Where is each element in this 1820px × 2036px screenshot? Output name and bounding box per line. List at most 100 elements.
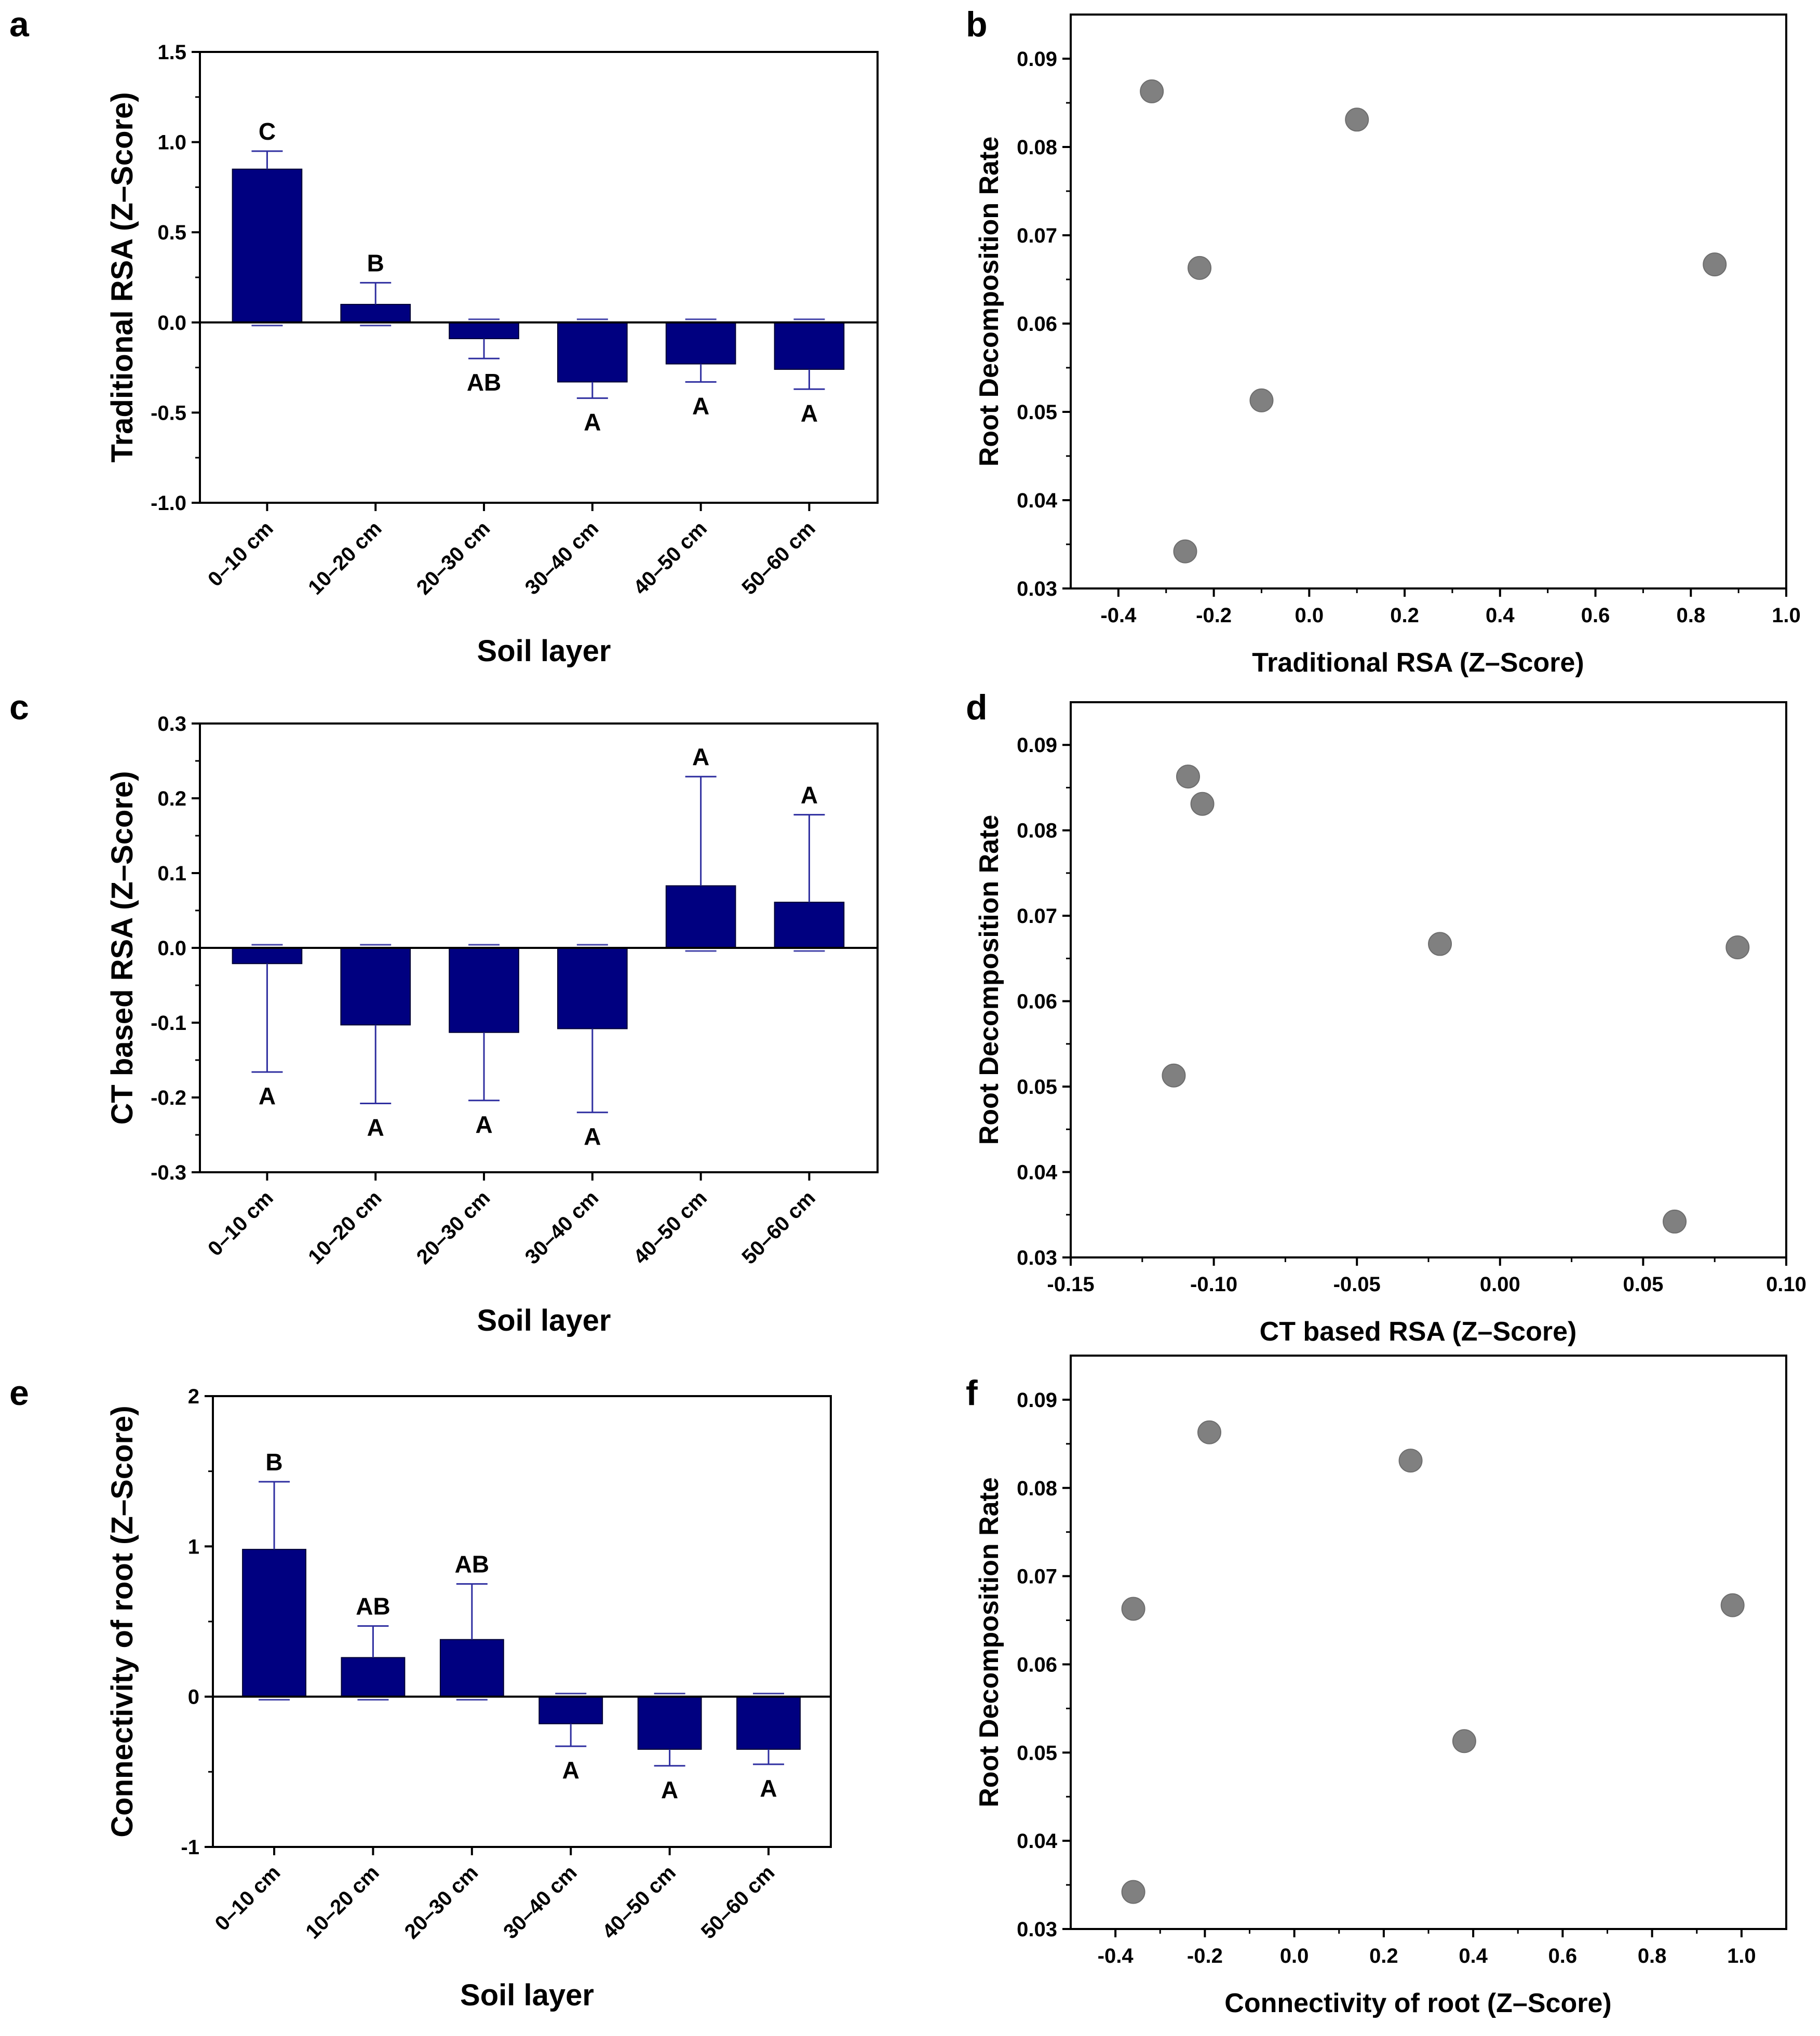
panel-f: f 0.03 0.04 0.05 0.06 0.07 0.08 0.09 -0.4 -0.2 0.… xyxy=(966,1355,1787,2018)
y-tick-label-e: 0 xyxy=(188,1686,199,1709)
y-tick-label-f: 0.08 xyxy=(1017,1477,1057,1500)
bar-c-2 xyxy=(340,947,411,1026)
y-tick-label-f: 0.06 xyxy=(1017,1653,1057,1676)
data-point-d-4 xyxy=(1725,935,1750,960)
y-axis-title-f: Root Decomposition Rate xyxy=(974,1477,1004,1807)
plot-frame-d xyxy=(1070,701,1787,1258)
x-tick-label-a-5: 40–50 cm xyxy=(629,517,712,599)
x-tick-label-d: 0.05 xyxy=(1623,1273,1663,1296)
panel-letter-e: e xyxy=(9,1373,29,1413)
data-point-d-3 xyxy=(1428,932,1452,956)
data-point-b-3 xyxy=(1188,256,1212,280)
x-tick-label-c-6: 50–60 cm xyxy=(737,1186,820,1269)
bar-e-6 xyxy=(736,1696,801,1750)
panel-d: d 0.03 0.04 0.05 0.06 0.07 0.08 0.09 -0.15 -0.10… xyxy=(966,688,1806,1347)
x-tick-label-e-2: 10–20 cm xyxy=(301,1861,384,1944)
bar-a-5 xyxy=(665,322,736,365)
panel-letter-d: d xyxy=(966,688,988,727)
y-tick-label-a: -1.0 xyxy=(151,492,186,515)
bar-a-3 xyxy=(449,322,519,340)
panel-letter-b: b xyxy=(966,5,988,44)
y-tick-label-c: 0.2 xyxy=(157,787,186,810)
x-tick-label-c-3: 20–30 cm xyxy=(412,1186,495,1269)
sig-label-c-4: A xyxy=(584,1123,601,1150)
y-tick-label-d: 0.04 xyxy=(1017,1161,1058,1184)
x-tick-label-b: 0.2 xyxy=(1390,604,1419,627)
data-point-b-1 xyxy=(1140,79,1164,103)
data-point-b-6 xyxy=(1173,539,1197,564)
y-tick-label-c: 0.1 xyxy=(157,862,186,885)
sig-label-a-2: B xyxy=(367,249,384,276)
y-axis-title-c: CT based RSA (Z–Score) xyxy=(105,771,139,1124)
x-tick-label-d: 0.00 xyxy=(1480,1273,1520,1296)
bar-a-2 xyxy=(340,304,411,323)
y-tick-label-d: 0.07 xyxy=(1017,905,1057,928)
x-tick-label-c-2: 10–20 cm xyxy=(304,1186,386,1269)
bar-c-3 xyxy=(449,947,519,1033)
panel-c: c -0.3 -0.2 -0.1 0.0 0.1 0.2 0.3 A 0–10 cm A 10–20… xyxy=(9,688,879,1337)
x-tick-label-d: -0.05 xyxy=(1333,1273,1381,1296)
x-axis-title-a: Soil layer xyxy=(477,634,611,668)
data-point-f-1 xyxy=(1197,1420,1221,1444)
x-tick-label-b: 0.0 xyxy=(1295,604,1324,627)
x-axis-title-d: CT based RSA (Z–Score) xyxy=(1260,1317,1577,1347)
panel-a: a -1.0 -0.5 0.0 0.5 1.0 1.5 C 0–10 cm B 10–20 cm A… xyxy=(9,5,879,668)
panel-letter-c: c xyxy=(9,688,29,727)
x-tick-label-a-1: 0–10 cm xyxy=(204,517,278,591)
bar-e-4 xyxy=(538,1696,603,1724)
bar-e-2 xyxy=(341,1657,406,1697)
data-point-b-4 xyxy=(1703,252,1727,277)
x-tick-label-d: -0.10 xyxy=(1190,1273,1237,1296)
plot-frame-b xyxy=(1070,14,1787,590)
y-tick-label-d: 0.05 xyxy=(1017,1076,1057,1099)
y-tick-label-a: 0.0 xyxy=(157,312,186,334)
y-tick-label-d: 0.06 xyxy=(1017,990,1057,1013)
x-tick-label-a-6: 50–60 cm xyxy=(737,517,820,599)
data-point-d-5 xyxy=(1162,1063,1186,1088)
y-tick-label-a: 0.5 xyxy=(157,221,186,244)
x-tick-label-a-4: 30–40 cm xyxy=(521,517,603,599)
x-axis-title-f: Connectivity of root (Z–Score) xyxy=(1224,1988,1611,2018)
sig-label-e-6: A xyxy=(760,1775,777,1802)
sig-label-e-4: A xyxy=(562,1757,579,1784)
sig-label-e-5: A xyxy=(661,1776,678,1803)
data-point-d-6 xyxy=(1663,1209,1687,1234)
x-tick-label-b: -0.4 xyxy=(1100,604,1137,627)
x-axis-title-e: Soil layer xyxy=(460,1978,594,2012)
x-tick-label-d: 0.10 xyxy=(1766,1273,1806,1296)
x-tick-label-e-3: 20–30 cm xyxy=(400,1861,483,1944)
panel-letter-a: a xyxy=(9,5,30,44)
y-tick-label-e: -1 xyxy=(181,1836,199,1859)
y-tick-label-e: 1 xyxy=(188,1535,199,1558)
y-tick-label-c: 0.0 xyxy=(157,937,186,960)
y-axis-title-a: Traditional RSA (Z–Score) xyxy=(105,92,139,462)
bar-e-5 xyxy=(637,1696,702,1750)
panel-e: e -1 0 1 2 B 0–10 cm AB 10–20 cm AB 20–30 cm A 30–4… xyxy=(9,1373,832,2012)
y-tick-label-f: 0.03 xyxy=(1017,1918,1057,1941)
panel-b: b 0.03 0.04 0.05 0.06 0.07 0.08 0.09 -0.4 -0.2 0.… xyxy=(966,5,1801,678)
sig-label-c-3: A xyxy=(475,1111,492,1138)
data-point-f-6 xyxy=(1121,1880,1145,1904)
x-tick-label-f: -0.4 xyxy=(1098,1945,1134,1967)
sig-label-c-5: A xyxy=(692,743,709,770)
y-tick-label-f: 0.09 xyxy=(1017,1389,1057,1412)
plot-frame-f xyxy=(1070,1355,1787,1930)
y-tick-label-b: 0.03 xyxy=(1017,578,1057,600)
data-point-f-2 xyxy=(1398,1449,1423,1473)
x-tick-label-c-4: 30–40 cm xyxy=(521,1186,603,1269)
data-point-b-2 xyxy=(1345,108,1369,132)
y-tick-label-f: 0.05 xyxy=(1017,1742,1057,1764)
y-tick-label-c: -0.2 xyxy=(151,1087,186,1109)
bar-a-6 xyxy=(774,322,845,370)
sig-label-a-4: A xyxy=(584,409,601,436)
x-tick-label-a-3: 20–30 cm xyxy=(412,517,495,599)
x-tick-label-a-2: 10–20 cm xyxy=(304,517,386,599)
bar-a-4 xyxy=(557,322,628,383)
x-tick-label-f: 0.0 xyxy=(1280,1945,1309,1967)
bar-c-5 xyxy=(665,885,736,948)
y-tick-label-f: 0.04 xyxy=(1017,1830,1058,1853)
x-tick-label-f: 0.6 xyxy=(1548,1945,1578,1967)
y-tick-label-f: 0.07 xyxy=(1017,1565,1057,1588)
x-axis-title-b: Traditional RSA (Z–Score) xyxy=(1252,648,1584,678)
